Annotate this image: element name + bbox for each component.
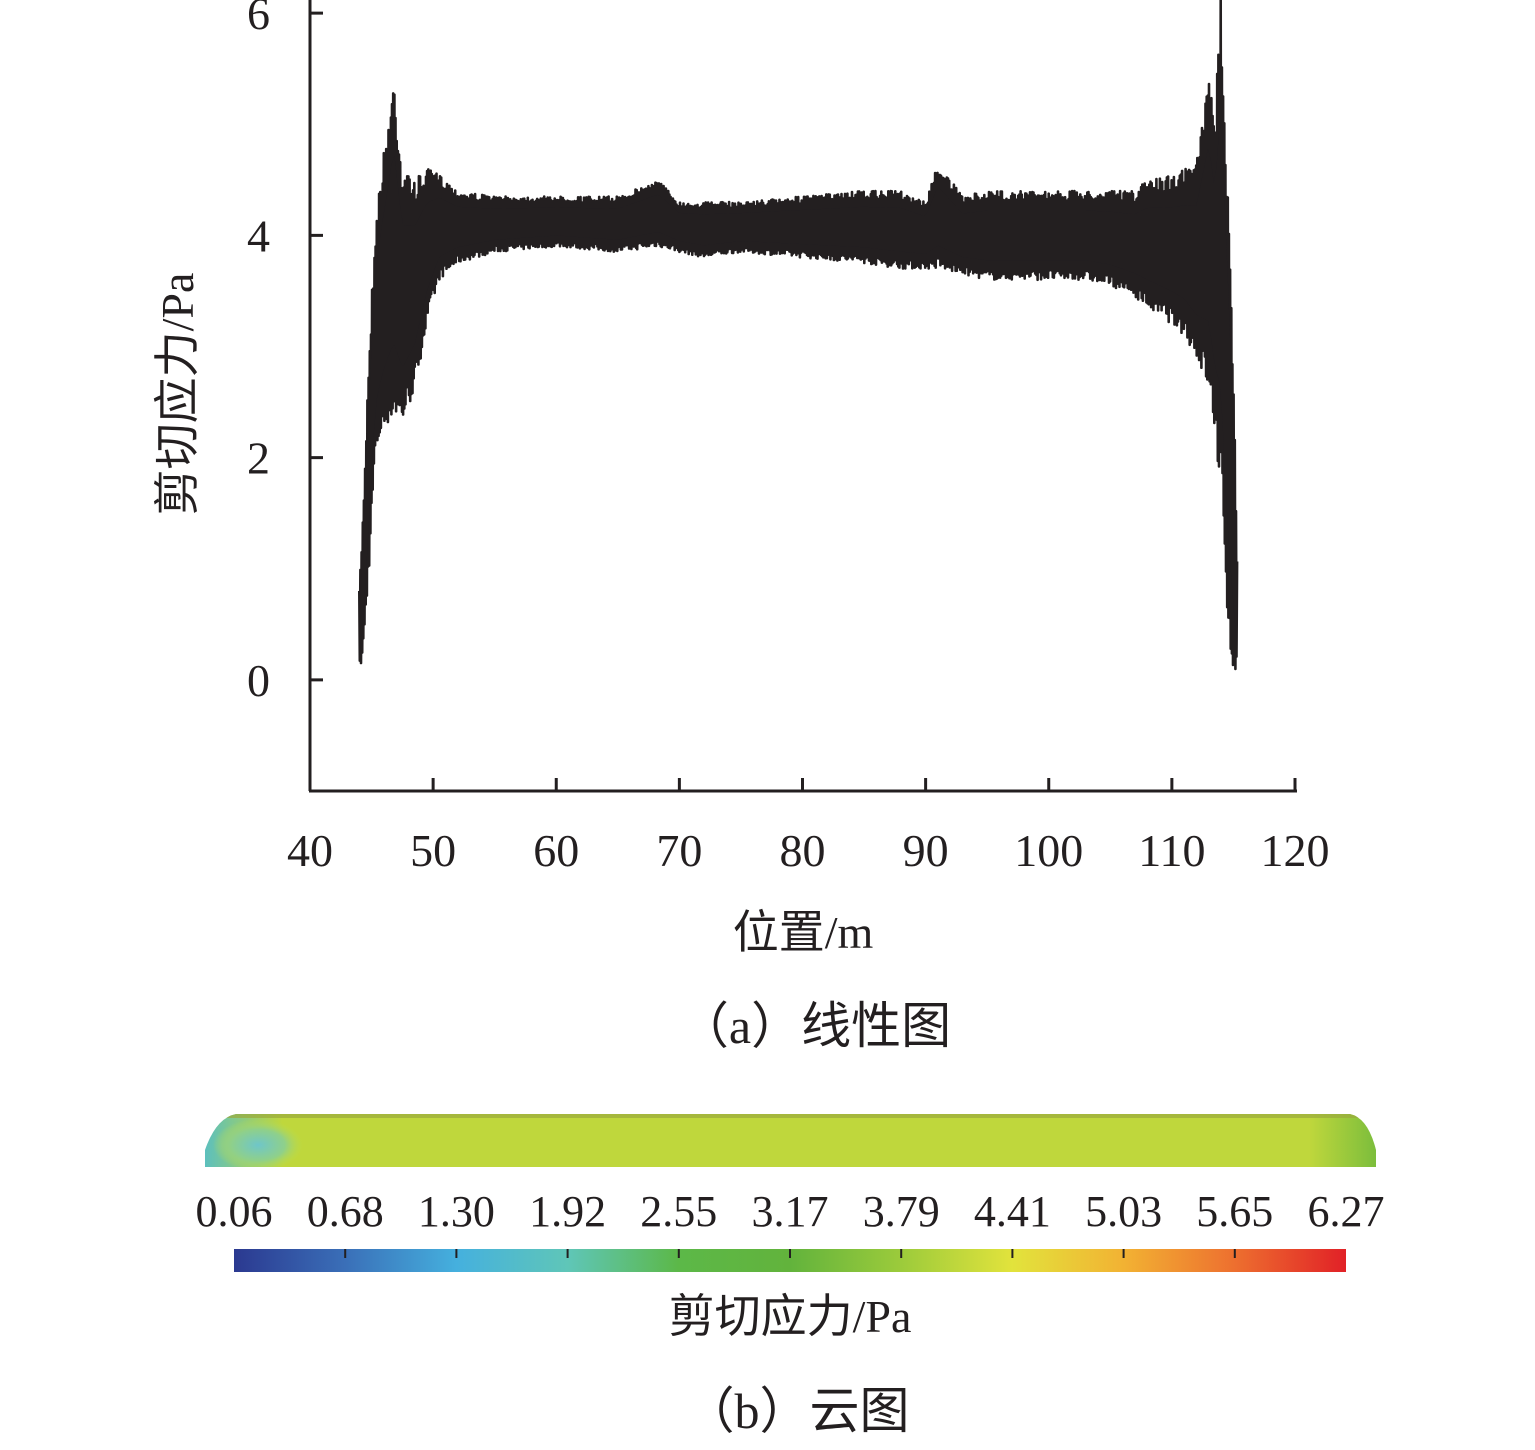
- y-tick-label: 0: [247, 655, 270, 706]
- colorbar-ticks: [344, 1249, 1236, 1258]
- colorbar-tick-label: 1.30: [418, 1187, 495, 1236]
- colorbar: [234, 1249, 1346, 1272]
- y-tick-label: 6: [247, 0, 270, 39]
- x-axis-title: 位置/m: [733, 907, 874, 958]
- colorbar-tick-label: 0.68: [307, 1187, 384, 1236]
- x-tick-label: 120: [1261, 825, 1330, 876]
- colorbar-tick-label: 5.03: [1085, 1187, 1162, 1236]
- x-tick-label: 110: [1138, 825, 1205, 876]
- contour-body: [205, 1114, 1376, 1167]
- colorbar-tick-label: 5.65: [1196, 1187, 1273, 1236]
- colorbar-tick-label: 3.79: [863, 1187, 940, 1236]
- caption-a: （a）线性图: [679, 998, 951, 1054]
- x-tick-label: 60: [533, 825, 579, 876]
- contour-field: [205, 1114, 1376, 1167]
- x-tick-label: 90: [903, 825, 949, 876]
- y-axis-ticks: 0 2 4 6: [247, 0, 323, 706]
- contour-low-region: [213, 1119, 303, 1167]
- colorbar-tick-label: 2.55: [640, 1187, 717, 1236]
- x-tick-label: 80: [780, 825, 826, 876]
- x-axis-ticks: 40 50 60 70 80 90 100 110 120: [287, 778, 1330, 876]
- colorbar-tick-label: 0.06: [196, 1187, 273, 1236]
- line-series: [358, 0, 1239, 671]
- shear-stress-trace: [358, 0, 1239, 671]
- colorbar-tick-label: 4.41: [974, 1187, 1051, 1236]
- x-tick-label: 50: [410, 825, 456, 876]
- colorbar-title: 剪切应力/Pa: [669, 1291, 912, 1342]
- y-tick-label: 2: [247, 433, 270, 484]
- caption-b: （b）云图: [685, 1383, 910, 1439]
- colorbar-tick-labels: 0.06 0.68 1.30 1.92 2.55 3.17 3.79 4.41 5.03 5.65…: [196, 1187, 1385, 1236]
- colorbar-tick-label: 3.17: [752, 1187, 829, 1236]
- shear-stress-band: [359, 121, 1238, 656]
- colorbar-tick-label: 1.92: [529, 1187, 606, 1236]
- contour-panel: 0.06 0.68 1.30 1.92 2.55 3.17 3.79 4.41 5.03 5.65…: [196, 1114, 1385, 1439]
- x-tick-label: 100: [1014, 825, 1083, 876]
- contour-top-edge: [205, 1114, 1376, 1118]
- y-tick-label: 4: [247, 210, 270, 261]
- x-tick-label: 40: [287, 825, 333, 876]
- x-tick-label: 70: [656, 825, 702, 876]
- y-axis-title: 剪切应力/Pa: [152, 273, 203, 516]
- colorbar-tick-label: 6.27: [1308, 1187, 1385, 1236]
